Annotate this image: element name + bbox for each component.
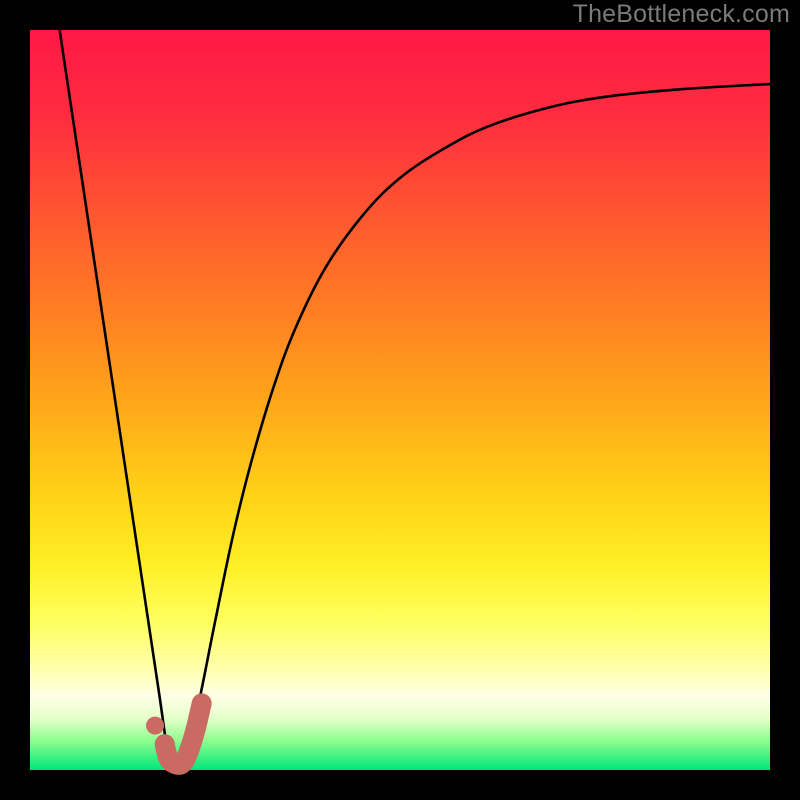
j-glyph-dot	[146, 717, 164, 735]
chart-svg	[0, 0, 800, 800]
watermark-text: TheBottleneck.com	[573, 0, 790, 29]
chart-root: TheBottleneck.com	[0, 0, 800, 800]
plot-background	[30, 30, 770, 770]
